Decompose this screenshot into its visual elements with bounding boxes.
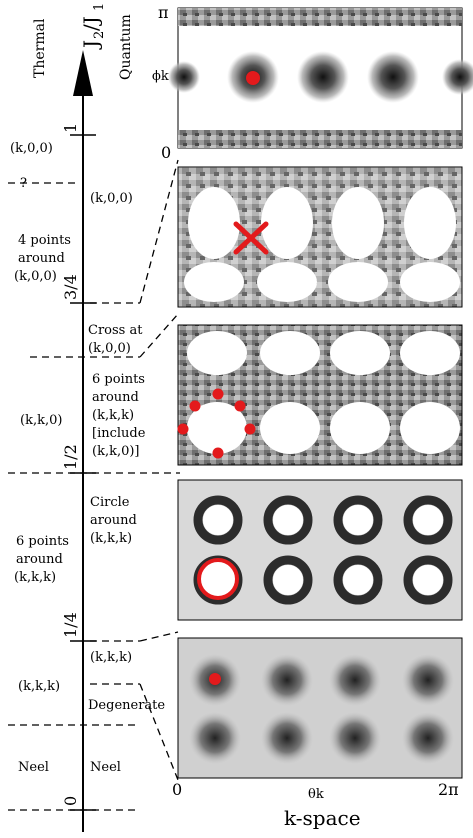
quantum-six-l3: (k,k,k): [92, 408, 134, 423]
quantum-header: Quantum: [118, 14, 134, 80]
thermal-six-points-l1: 6 points: [16, 534, 69, 549]
quantum-circle-l1: Circle: [90, 495, 130, 510]
thermal-six-points-l3: (k,k,k): [14, 570, 56, 585]
y-axis-zero: 0: [161, 143, 171, 162]
quantum-cross-l2: (k,0,0): [88, 341, 131, 356]
thermal-neel: Neel: [18, 760, 49, 775]
x-axis-theta-label: θk: [308, 787, 324, 802]
panel-1: [168, 7, 473, 149]
tick-label-1-2: 1/2: [61, 444, 80, 470]
thermal-kkk: (k,k,k): [18, 679, 60, 694]
svg-text:J: J: [79, 40, 103, 50]
tick-label-1-4: 1/4: [61, 612, 80, 638]
quantum-six-l1: 6 points: [92, 372, 145, 387]
cross-marker-icon: [233, 221, 269, 255]
panel-5: [177, 637, 463, 779]
quantum-six-l2: around: [92, 390, 139, 405]
tick-label-3-4: 3/4: [61, 274, 80, 300]
x-axis-zero: 0: [172, 780, 182, 799]
svg-text:2: 2: [92, 31, 107, 39]
thermal-kk0: (k,k,0): [20, 413, 62, 428]
thermal-four-points-l2: around: [18, 251, 65, 266]
thermal-header: Thermal: [32, 18, 48, 78]
thermal-k00: (k,0,0): [10, 141, 53, 156]
axis-arrow-icon: [73, 50, 93, 96]
tick-label-0: 0: [61, 796, 80, 806]
svg-text:1: 1: [92, 3, 107, 11]
quantum-kkk: (k,k,k): [90, 650, 132, 665]
marker-dot: [209, 673, 221, 685]
thermal-four-points-l1: 4 points: [18, 233, 71, 248]
tick-label-1: 1: [61, 123, 80, 133]
x-axis-kspace-label: k-space: [284, 806, 361, 830]
axis-label-j2-j1: J 2 /J 1: [79, 3, 107, 50]
marker-dot: [246, 71, 260, 85]
quantum-six-l5: (k,k,0)]: [92, 444, 140, 459]
y-axis-phi-label: ϕk: [152, 69, 169, 84]
quantum-cross-l1: Cross at: [88, 323, 143, 338]
y-axis-pi: π: [158, 3, 169, 22]
thermal-unknown: ?: [20, 176, 27, 191]
svg-text:/J: /J: [79, 16, 103, 31]
six-point-markers: [177, 388, 256, 459]
quantum-circle-l3: (k,k,k): [90, 531, 132, 546]
thermal-four-points-l3: (k,0,0): [14, 269, 57, 284]
phase-boundaries: [8, 159, 180, 811]
panel-3: [177, 324, 463, 466]
circle-marker-icon: [197, 558, 239, 600]
quantum-circle-l2: around: [90, 513, 137, 528]
quantum-degenerate: Degenerate: [88, 698, 165, 713]
panel-2: [177, 166, 463, 308]
thermal-six-points-l2: around: [16, 552, 63, 567]
quantum-six-l4: [include: [92, 426, 146, 441]
panel-4: [177, 479, 463, 621]
x-axis-two-pi: 2π: [438, 780, 459, 799]
quantum-k00: (k,0,0): [90, 191, 133, 206]
quantum-neel: Neel: [90, 760, 121, 775]
